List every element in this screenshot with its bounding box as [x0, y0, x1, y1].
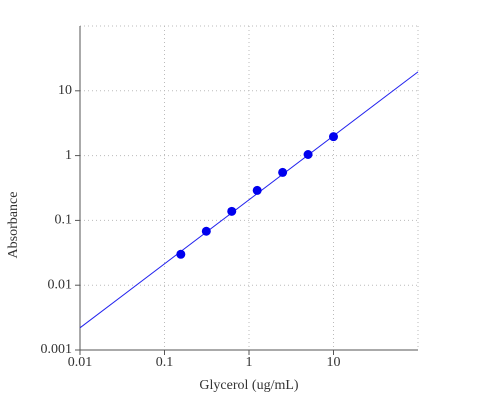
y-tick-label: 10: [58, 83, 72, 98]
x-tick-label: 1: [246, 355, 253, 370]
x-tick-label: 0.01: [68, 355, 93, 370]
x-tick-label: 0.1: [156, 355, 174, 370]
data-point: [201, 226, 211, 236]
y-tick-label: 0.1: [55, 213, 73, 228]
x-tick-label: 10: [327, 355, 341, 370]
y-tick-label: 1: [65, 148, 72, 163]
data-point: [252, 185, 262, 195]
y-axis-title: Absorbance: [6, 192, 21, 259]
y-tick-label: 0.01: [48, 277, 73, 292]
data-point: [227, 206, 237, 216]
data-point: [303, 149, 313, 159]
x-axis-title: Glycerol (ug/mL): [199, 378, 298, 393]
fit-line: [79, 71, 419, 329]
y-tick-label: 0.001: [41, 342, 73, 357]
data-point: [176, 249, 186, 259]
data-point: [329, 132, 338, 142]
data-point: [278, 167, 288, 177]
